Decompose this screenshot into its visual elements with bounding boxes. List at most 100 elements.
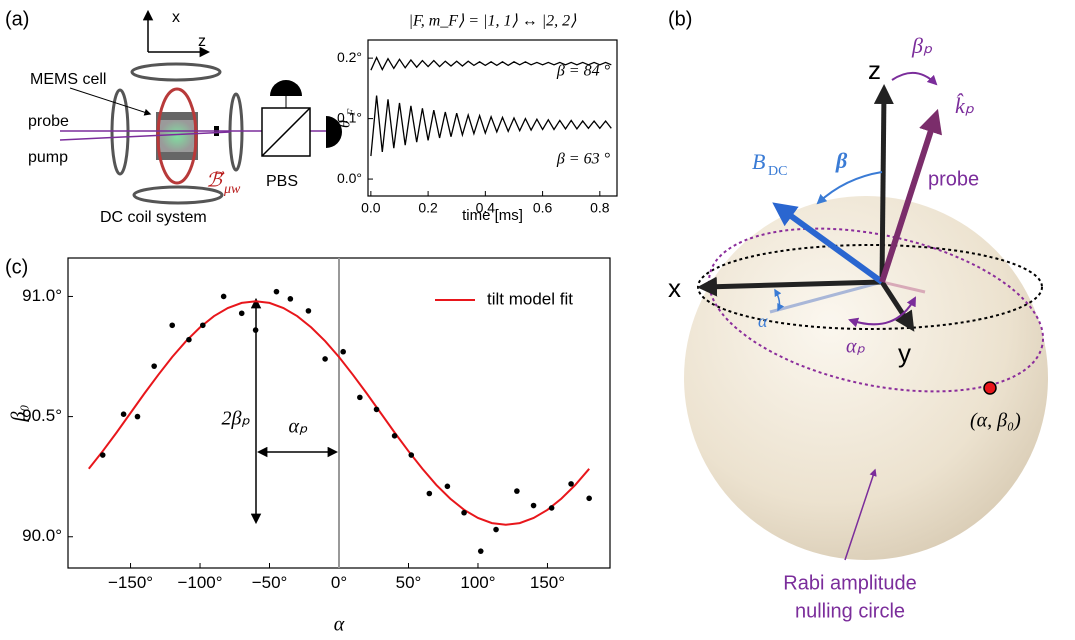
beta-label: β [835, 148, 848, 173]
data-point [530, 502, 537, 509]
b-dc-label: B⃗ [752, 149, 783, 174]
legend-label: tilt model fit [487, 289, 573, 308]
data-point [477, 548, 484, 554]
data-point [169, 322, 176, 329]
circle-label: Rabi amplitude [783, 572, 916, 594]
projection [881, 280, 926, 294]
detector [326, 116, 342, 148]
y-tick-label: 0.2° [337, 49, 362, 65]
axis-x [697, 276, 883, 297]
x-tick-label: −100° [177, 573, 222, 592]
data-point [391, 433, 398, 439]
x-axis-label: α [334, 614, 345, 636]
axis-label: x [668, 273, 681, 303]
x-tick-label: 0.2 [418, 199, 438, 215]
point-label: (α, β₀) [970, 410, 1021, 432]
sphere [684, 196, 1048, 560]
pump-beam [59, 131, 231, 141]
label: PBS [266, 173, 298, 190]
x-tick-label: 0.4 [476, 199, 496, 215]
nulling-circle [707, 227, 1045, 393]
data-point [444, 483, 451, 490]
axis-z [873, 84, 894, 283]
sphere-diagram: z x y βₚ k̂ₚ probe B⃗ DC β α αₚ (α, β₀) … [668, 33, 1048, 622]
data-point [493, 526, 499, 533]
field-label-sub: μw [223, 182, 241, 197]
data-point [514, 488, 520, 494]
data-point [461, 509, 467, 516]
y-axis-label-sub: F [346, 108, 358, 116]
data-point [408, 452, 415, 458]
label: probe [28, 113, 69, 130]
plot-frame [367, 39, 618, 197]
alpha-label: α [758, 311, 768, 331]
data-point [568, 481, 574, 487]
data-point [99, 452, 106, 458]
data-point [340, 348, 346, 355]
pointer [69, 87, 152, 116]
x-tick-label: 0° [331, 573, 347, 592]
panel-label: (a) [5, 8, 29, 30]
x-tick-label: 0.8 [590, 199, 610, 215]
x-tick-label: 0.0 [361, 199, 381, 215]
coil [228, 92, 244, 172]
annotation: 2βₚ [221, 408, 250, 430]
data-point [426, 490, 433, 497]
data-point [322, 356, 328, 362]
data-point [252, 327, 259, 333]
data-point [305, 308, 312, 314]
fit-line [88, 300, 590, 526]
annotation: αₚ [288, 416, 307, 438]
circle-label: nulling circle [795, 600, 905, 622]
x-tick-label: 0.6 [533, 199, 553, 215]
axis-label: z [868, 55, 881, 85]
y-tick-label: 91.0° [22, 286, 62, 305]
data-point [238, 310, 245, 317]
axis-label: z [198, 33, 206, 50]
y-axis-label: β₀ [8, 405, 30, 423]
label: MEMS cell [30, 71, 106, 88]
data-point [200, 322, 206, 329]
data-point [220, 293, 227, 300]
b-dc-vector [772, 202, 884, 285]
y-axis-label: θ [337, 120, 354, 128]
panel-label: (c) [5, 256, 28, 278]
data-point [586, 495, 592, 502]
point [983, 381, 997, 395]
y-tick-label: 0.1° [337, 109, 362, 125]
projection [769, 280, 883, 314]
axis-label: x [172, 9, 180, 26]
data-point [186, 336, 192, 343]
chart-title: |F, m_F⟩ = |1, 1⟩ ↔ |2, 2⟩ [409, 13, 578, 30]
annotation: β = 84 ° [556, 63, 611, 80]
trace [370, 95, 612, 157]
data-point [120, 411, 127, 418]
probe-label: probe [928, 168, 979, 190]
coil [110, 88, 130, 176]
annotation-arrows [250, 297, 339, 525]
data-point [287, 296, 294, 302]
coil [132, 185, 224, 205]
data-point [134, 413, 141, 420]
x-tick-label: 150° [530, 573, 565, 592]
k-label: k̂ₚ [955, 93, 975, 118]
data-point [357, 394, 363, 401]
y-tick-label: 90.5° [22, 406, 62, 425]
axis-label: y [898, 338, 911, 368]
y-tick-label: 0.0° [337, 170, 362, 186]
vapor [160, 120, 194, 152]
beta-arc [816, 171, 883, 205]
panel-label: (b) [668, 8, 692, 30]
data-point [373, 406, 380, 413]
x-axis-label: time [ms] [462, 207, 523, 224]
coil [130, 62, 222, 82]
x-tick-label: −150° [108, 573, 153, 592]
annotation: β = 63 ° [556, 151, 611, 168]
x-tick-label: 100° [460, 573, 495, 592]
data-point [151, 363, 157, 369]
pointer [844, 468, 877, 561]
detector [270, 80, 302, 96]
